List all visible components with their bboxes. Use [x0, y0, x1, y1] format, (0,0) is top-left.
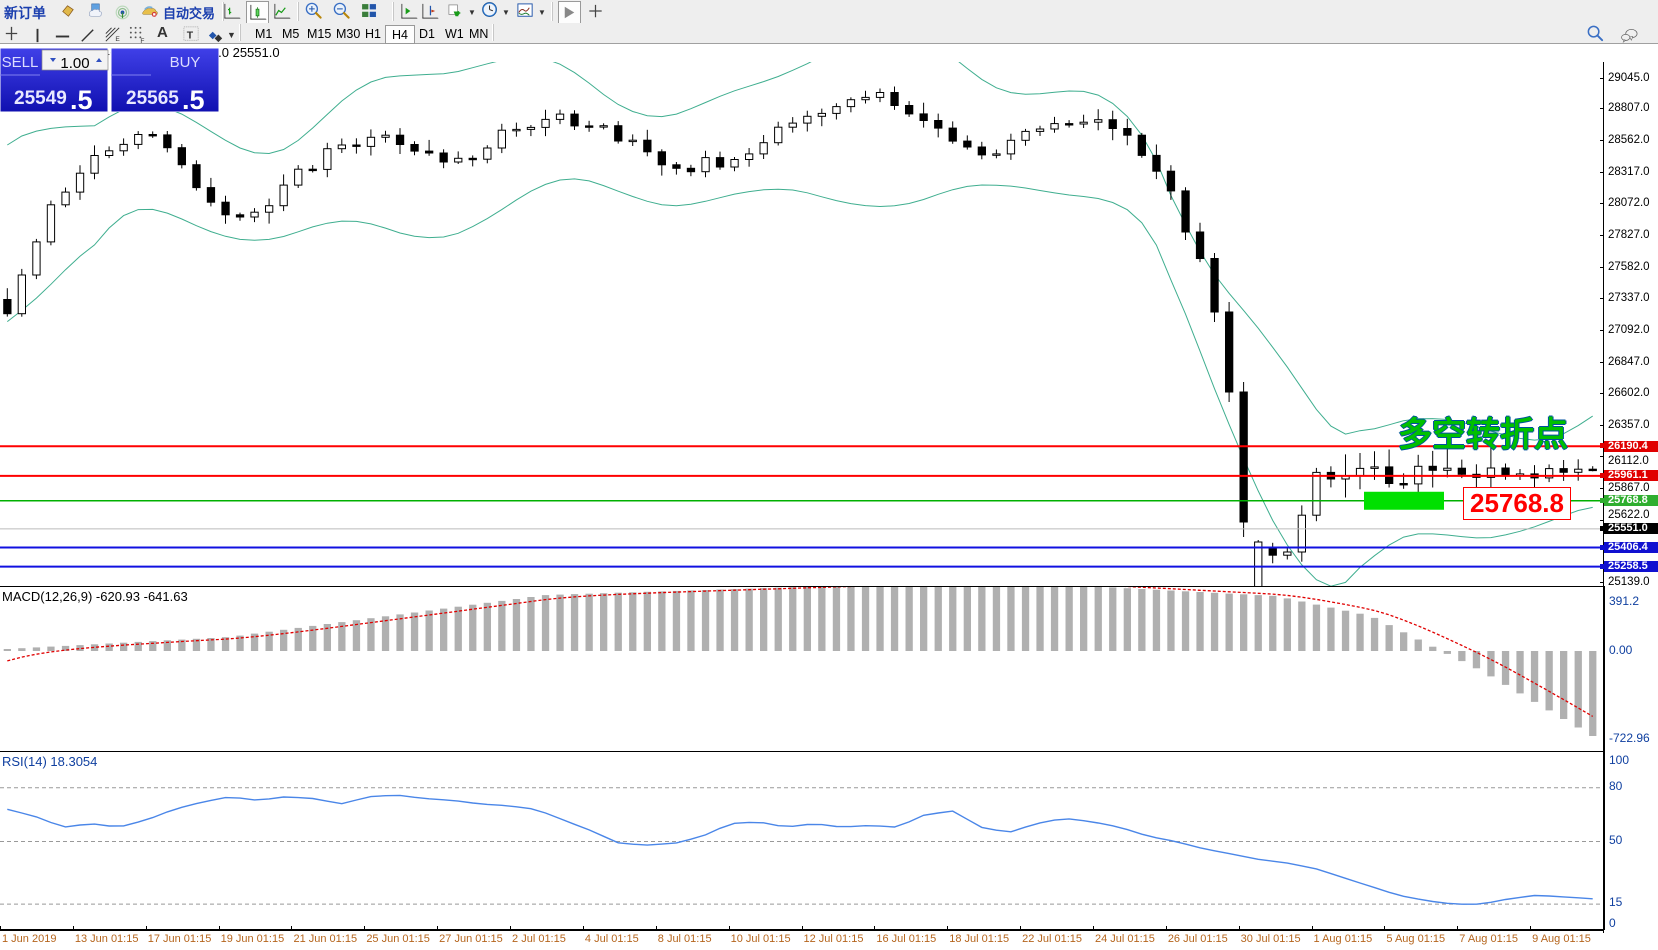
svg-text:SELL: SELL — [2, 54, 39, 71]
svg-text:1.00: 1.00 — [60, 55, 89, 72]
svg-text:25549: 25549 — [14, 88, 67, 109]
svg-text:25565: 25565 — [126, 88, 179, 109]
svg-text:T: T — [187, 30, 194, 41]
svg-text:.5: .5 — [182, 85, 205, 112]
svg-text:.5: .5 — [70, 85, 93, 112]
svg-text:BUY: BUY — [170, 54, 201, 71]
